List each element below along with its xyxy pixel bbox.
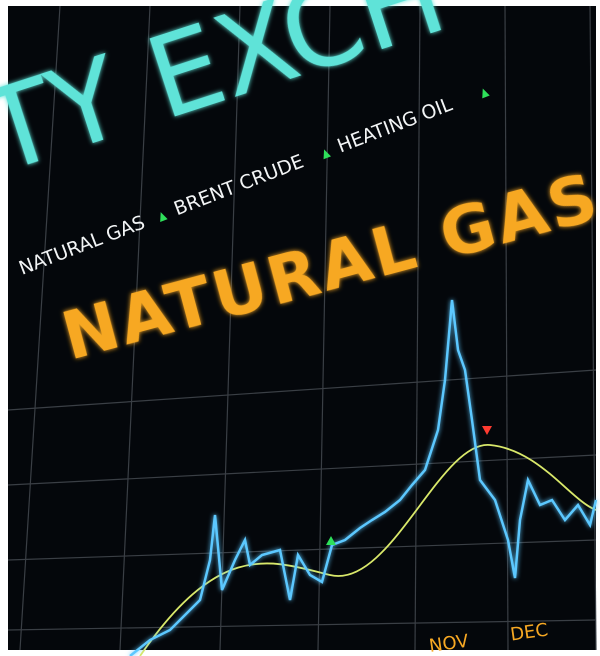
page: TY EXCH NATURAL GAS BRENT CRUDE HEATING … <box>0 0 600 656</box>
month-label: NOV <box>428 631 471 656</box>
screen-photo: TY EXCH NATURAL GAS BRENT CRUDE HEATING … <box>0 0 600 656</box>
